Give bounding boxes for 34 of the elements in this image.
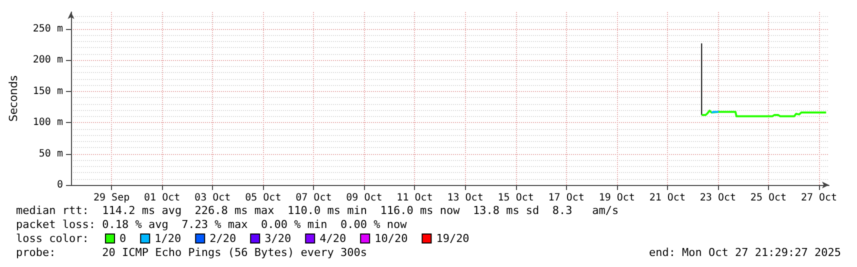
x-tick-label: 17 Oct [548, 192, 584, 204]
x-tick-label: 23 Oct [700, 192, 736, 204]
x-tick-label: 21 Oct [649, 192, 686, 204]
x-tick-label: 25 Oct [750, 192, 787, 204]
x-tick-label: 27 Oct [800, 192, 838, 204]
legend-label: 0 [120, 232, 126, 245]
y-tick-label: 250 m [32, 23, 63, 34]
text: probe: 20 ICMP Echo Pings (56 Bytes) every 300s [16, 246, 367, 259]
x-tick-label: 09 Oct [346, 192, 382, 204]
legend-label: 19/20 [436, 232, 470, 245]
x-tick-label: 19 Oct [598, 192, 635, 204]
legend-label: 2/20 [210, 232, 236, 245]
x-tick-label: 05 Oct [245, 192, 282, 204]
legend-label: 4/20 [320, 232, 346, 245]
legend-label: 10/20 [374, 232, 408, 245]
x-tick-label: 15 Oct [498, 192, 534, 204]
legend-label: 1/20 [154, 232, 182, 245]
y-tick-label: 0 [56, 180, 63, 190]
x-tick-label: 01 Oct [144, 192, 180, 204]
y-tick-label: 150 m [32, 86, 63, 97]
y-tick-label: 100 m [32, 117, 63, 128]
x-tick-label: 03 Oct [194, 192, 231, 204]
text: packet loss: 0.18 % avg 7.23 % max 0.00 % min 0.00 % now [16, 218, 408, 231]
text: end: Mon Oct 27 21:29:27 2025 [648, 246, 842, 259]
text: median rtt: 114.2 ms avg 226.8 ms max 110.0 ms min 116.0 ms now 13.8 ms sd 8.3 am/s [16, 204, 619, 217]
x-tick-label: 13 Oct [447, 192, 484, 204]
legend-label: 3/20 [264, 232, 292, 245]
y-tick-label: 200 m [32, 54, 63, 66]
x-tick-label: 11 Oct [396, 192, 433, 204]
y-tick-label: 50 m [38, 148, 63, 160]
y-axis-title: Seconds [7, 75, 20, 122]
x-tick-label: 07 Oct [296, 192, 332, 204]
x-tick-label: 29 Sep [93, 192, 130, 204]
text: loss color: [16, 232, 89, 245]
